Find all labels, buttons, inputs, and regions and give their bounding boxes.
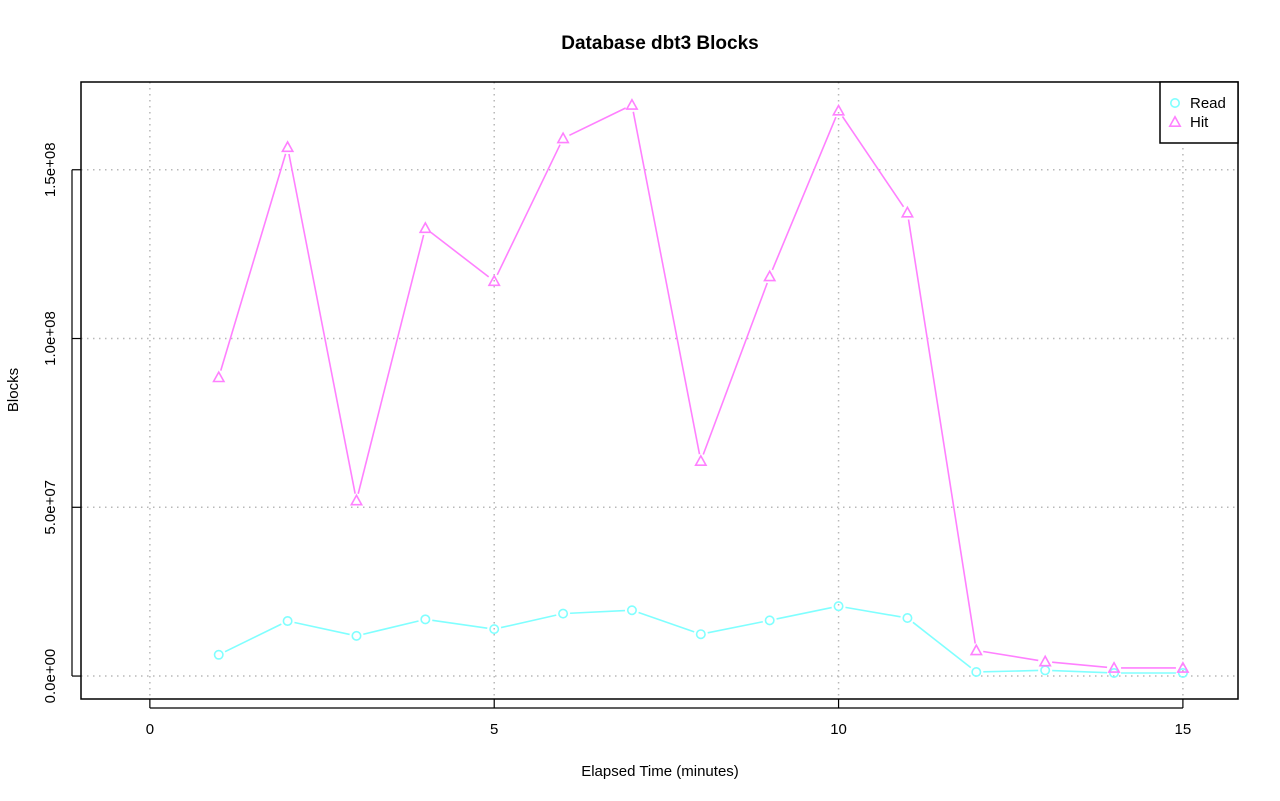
series-line-read (707, 620, 763, 634)
point-read (971, 666, 982, 677)
legend-marker-hit (1168, 115, 1182, 127)
series-line-hit (496, 144, 561, 276)
series-line-hit (288, 153, 356, 494)
point-hit (556, 131, 570, 144)
point-read (420, 614, 431, 625)
y-tick-label: 1.0e+08 (42, 311, 59, 366)
series-line-hit (841, 116, 905, 208)
point-read (282, 616, 293, 627)
x-tick-label: 10 (830, 721, 847, 738)
point-hit (281, 140, 295, 153)
series-line-hit (357, 234, 425, 494)
point-read (902, 612, 913, 623)
series-line-hit (702, 282, 768, 455)
series-line-hit (430, 231, 490, 278)
point-hit (1107, 661, 1121, 673)
x-tick-label: 0 (146, 721, 154, 738)
series-line-read (500, 614, 557, 629)
y-axis-label: Blocks (5, 368, 22, 412)
series-line-read (912, 621, 972, 669)
legend-box (1159, 81, 1239, 144)
point-hit (212, 370, 226, 383)
point-hit (831, 103, 846, 116)
series-line-hit (569, 107, 627, 137)
legend-label-read: Read (1190, 95, 1226, 112)
point-read (1177, 668, 1188, 679)
point-read (695, 629, 706, 640)
series-layer (212, 98, 1190, 679)
x-axis: 0 5 10 15 (146, 699, 1192, 738)
legend-marker-read (1170, 98, 1181, 109)
point-hit (694, 454, 708, 467)
point-hit (969, 643, 983, 656)
point-hit (1176, 661, 1190, 673)
point-read (764, 615, 775, 626)
series-line-hit (983, 650, 1039, 662)
plot-frame (80, 81, 1239, 700)
chart-title: Database dbt3 Blocks (561, 33, 758, 54)
series-line-hit (771, 116, 837, 271)
series-line-read (224, 623, 282, 653)
x-tick-label: 5 (490, 721, 498, 738)
point-read (489, 624, 500, 635)
x-tick-label: 15 (1175, 721, 1192, 738)
series-line-read (570, 609, 625, 615)
point-read (626, 605, 637, 616)
series-line-read (294, 621, 350, 636)
point-read (351, 630, 362, 641)
point-hit (900, 205, 914, 218)
series-hit (212, 98, 1190, 673)
point-hit (418, 221, 432, 234)
point-read (558, 608, 569, 619)
series-line-read (845, 606, 901, 618)
point-hit (625, 98, 639, 110)
series-line-read (776, 606, 832, 620)
series-line-hit (632, 111, 701, 455)
y-axis: 0.0e+00 5.0e+07 1.0e+08 1.5e+08 (42, 142, 81, 703)
point-read (213, 649, 224, 660)
series-read (213, 601, 1188, 679)
point-read (1109, 668, 1120, 679)
series-line-read (1052, 669, 1108, 674)
point-hit (1038, 654, 1052, 667)
legend: Read Hit (1159, 81, 1239, 144)
y-tick-label: 0.0e+00 (42, 649, 59, 704)
series-line-read (363, 620, 419, 636)
point-read (1040, 665, 1051, 676)
y-tick-label: 1.5e+08 (42, 142, 59, 197)
legend-label-hit: Hit (1190, 114, 1209, 131)
point-hit (349, 493, 364, 506)
y-tick-label: 5.0e+07 (42, 480, 59, 535)
series-line-hit (219, 153, 287, 371)
grid-lines (81, 82, 1238, 699)
point-hit (763, 269, 777, 282)
series-line-read (638, 611, 695, 633)
series-line-read (983, 669, 1039, 673)
series-line-hit (907, 219, 977, 644)
point-hit (487, 274, 501, 287)
x-axis-label: Elapsed Time (minutes) (581, 763, 739, 780)
series-line-hit (1052, 661, 1108, 669)
point-read (833, 601, 844, 612)
series-line-read (432, 619, 488, 629)
